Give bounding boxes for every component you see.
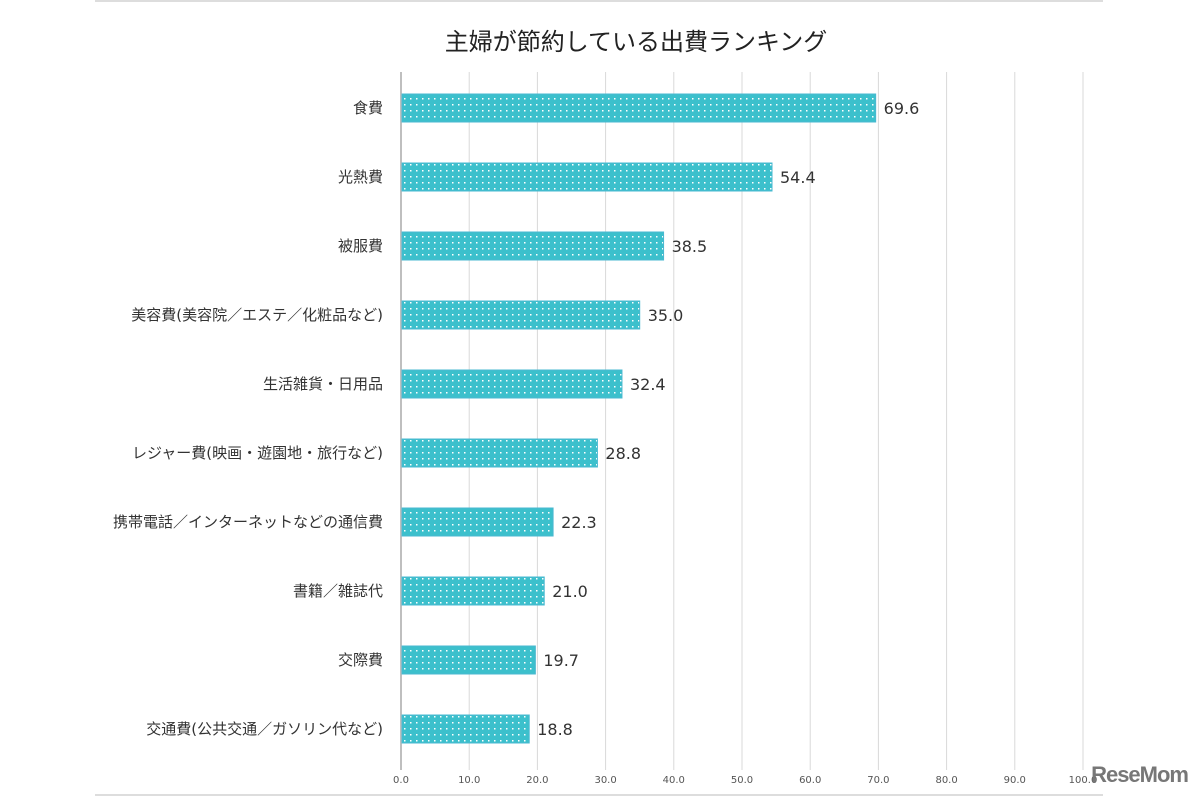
bar [401, 645, 536, 675]
data-label: 19.7 [543, 651, 579, 670]
bar [401, 93, 877, 123]
x-tick-label: 100.0 [1069, 775, 1098, 786]
chart-title: 主婦が節約している出費ランキング [445, 28, 828, 56]
data-label: 69.6 [884, 99, 920, 118]
bar [401, 576, 545, 606]
x-tick-label: 40.0 [663, 775, 685, 786]
x-tick-label: 10.0 [458, 775, 480, 786]
x-tick-label: 30.0 [594, 775, 616, 786]
bar [401, 300, 641, 330]
data-label: 54.4 [780, 168, 816, 187]
x-tick-label: 80.0 [935, 775, 957, 786]
x-tick-label: 20.0 [526, 775, 548, 786]
category-label: 生活雑貨・日用品 [263, 375, 383, 393]
category-label: 携帯電話／インターネットなどの通信費 [113, 513, 383, 531]
data-label: 21.0 [552, 582, 588, 601]
category-label: 食費 [353, 99, 383, 117]
category-label: 交際費 [338, 651, 383, 669]
x-tick-label: 50.0 [731, 775, 753, 786]
bar [401, 162, 773, 192]
x-tick-label: 0.0 [393, 775, 409, 786]
bar [401, 714, 530, 744]
data-label: 18.8 [537, 720, 573, 739]
category-label: 交通費(公共交通／ガソリン代など) [146, 720, 383, 738]
category-label: 美容費(美容院／エステ／化粧品など) [131, 306, 383, 324]
category-label: 被服費 [338, 237, 383, 255]
data-label: 38.5 [672, 237, 708, 256]
data-label: 22.3 [561, 513, 597, 532]
x-tick-label: 70.0 [867, 775, 889, 786]
bar [401, 507, 554, 537]
data-label: 35.0 [648, 306, 684, 325]
category-label: 書籍／雑誌代 [293, 582, 383, 600]
category-label: 光熱費 [338, 168, 383, 186]
bar [401, 369, 623, 399]
category-label: レジャー費(映画・遊園地・旅行など) [132, 444, 383, 462]
bar [401, 438, 598, 468]
bar [401, 231, 665, 261]
data-label: 32.4 [630, 375, 666, 394]
x-tick-label: 60.0 [799, 775, 821, 786]
x-tick-label: 90.0 [1004, 775, 1026, 786]
data-label: 28.8 [605, 444, 641, 463]
watermark-logo: ReseMom [1091, 762, 1189, 787]
